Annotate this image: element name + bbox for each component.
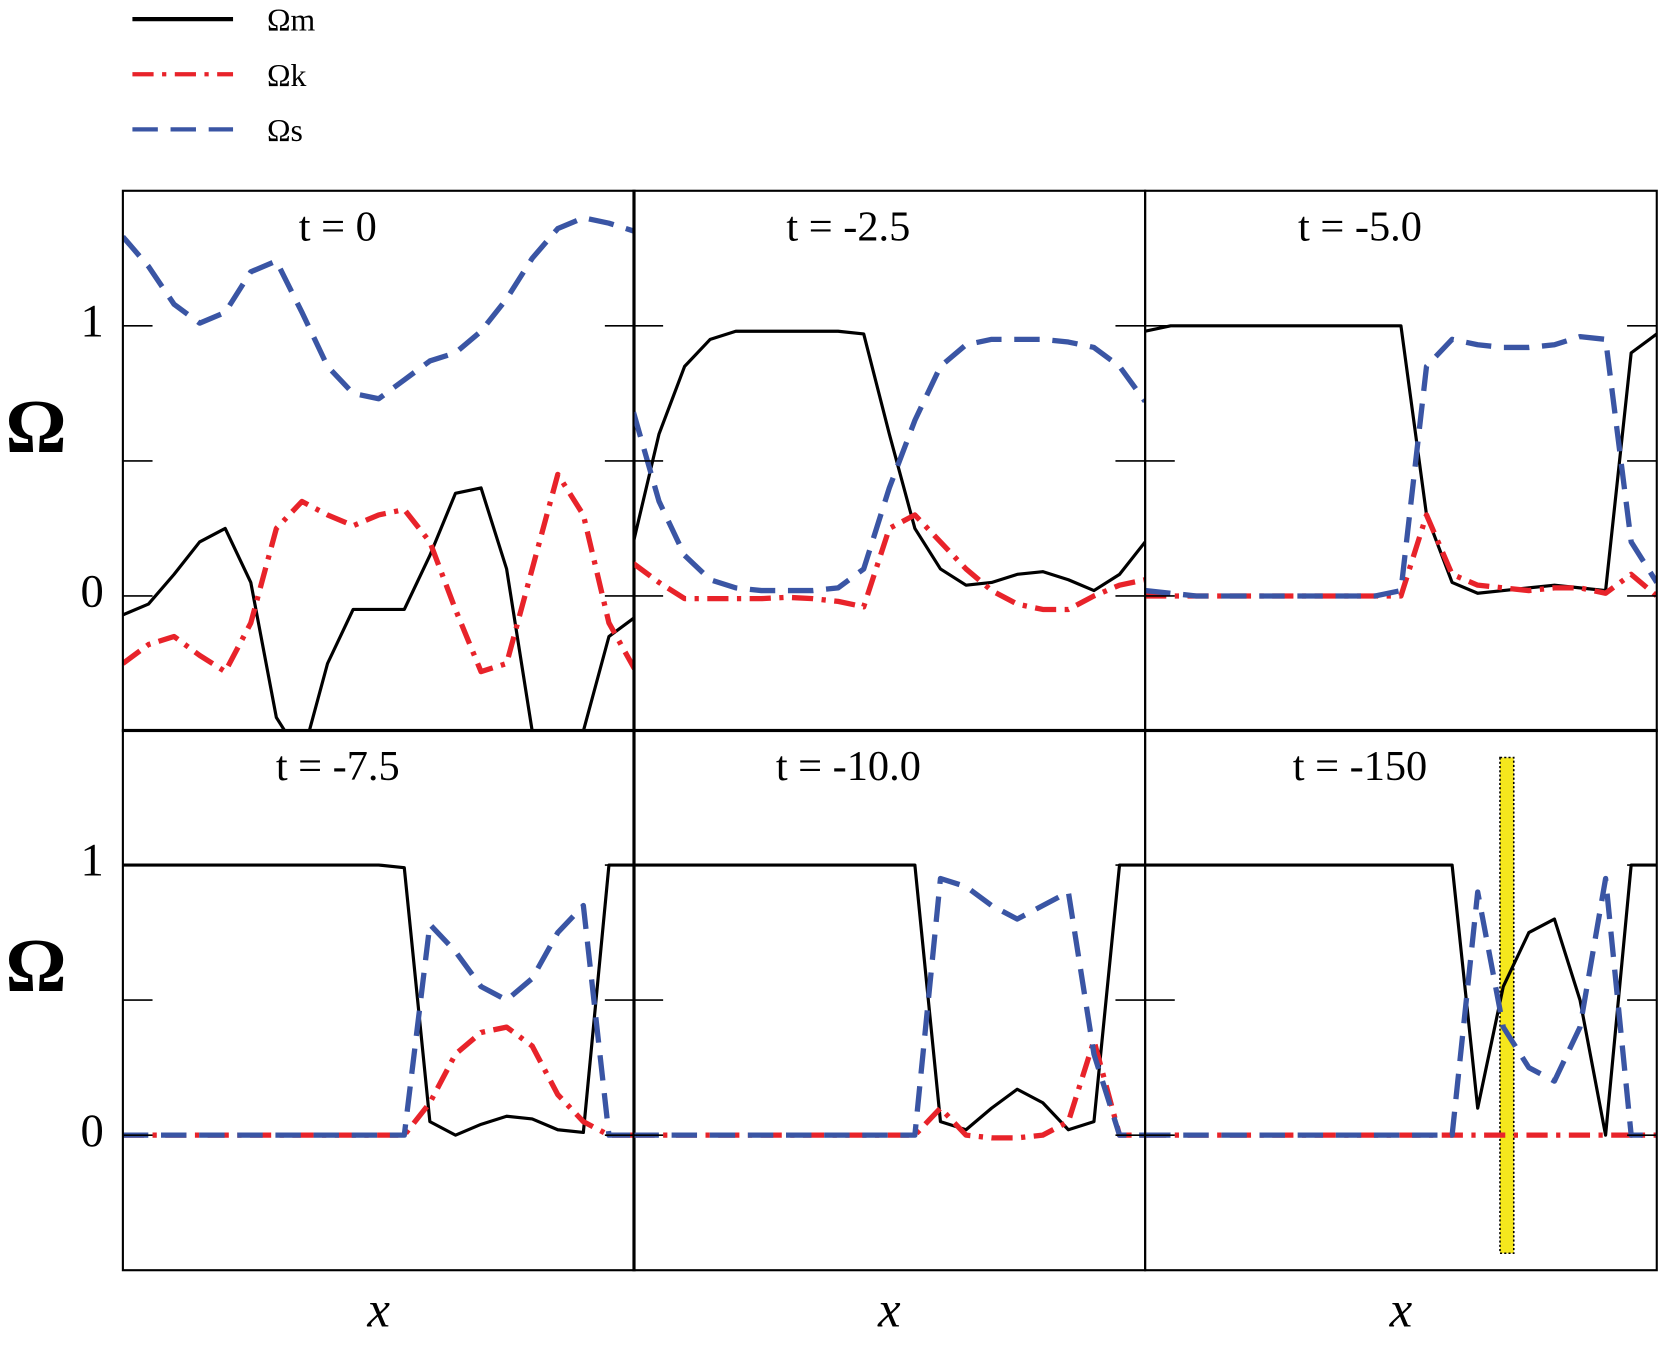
panel <box>633 863 1146 1141</box>
panel <box>122 863 635 1138</box>
panel-frame <box>1144 189 1658 733</box>
series-line <box>1145 333 1657 599</box>
panel <box>1145 863 1657 1138</box>
series-line <box>1145 324 1657 595</box>
series-line <box>122 1024 635 1138</box>
y-axis-label: Ω <box>5 385 66 469</box>
series-line <box>633 863 1146 1132</box>
x-axis-label: x <box>366 1281 390 1337</box>
panel-title: t = -2.5 <box>786 204 910 251</box>
panel-frame <box>121 189 636 733</box>
highlight-band <box>1499 756 1515 1255</box>
series-line <box>633 512 1146 613</box>
series-line <box>122 215 635 402</box>
panel <box>122 215 635 732</box>
y-tick-label: 0 <box>81 566 104 618</box>
series-line <box>633 1037 1146 1141</box>
x-axis-label: x <box>1389 1281 1413 1337</box>
panel-frame <box>632 189 1147 733</box>
panel-frame <box>632 728 1147 1272</box>
panel <box>1145 324 1657 599</box>
panel-frame <box>1144 728 1658 1272</box>
panel-title: t = -10.0 <box>776 743 921 790</box>
series-line <box>1145 875 1657 1138</box>
y-tick-label: 0 <box>81 1105 104 1157</box>
legend-label: Ωm <box>267 3 316 38</box>
series-line <box>633 329 1146 593</box>
y-axis-label: Ω <box>5 924 66 1008</box>
series-line <box>122 863 635 1137</box>
series-line <box>122 486 635 732</box>
y-tick-label: 1 <box>81 835 104 887</box>
y-tick-label: 1 <box>81 296 104 348</box>
x-axis-label: x <box>877 1281 901 1337</box>
series-line <box>633 336 1146 594</box>
panel-frame <box>121 728 636 1272</box>
panel-title: t = -150 <box>1293 743 1427 790</box>
panel-title: t = -5.0 <box>1298 204 1422 251</box>
series-line <box>1145 512 1657 599</box>
series-line <box>122 471 635 675</box>
series-line <box>1145 863 1657 1137</box>
series-line <box>633 875 1146 1138</box>
panel <box>633 329 1146 613</box>
legend-label: Ωk <box>267 58 307 93</box>
panel-title: t = 0 <box>299 204 377 251</box>
panel-title: t = -7.5 <box>276 743 400 790</box>
series-line <box>122 902 635 1138</box>
legend-label: Ωs <box>267 113 303 148</box>
